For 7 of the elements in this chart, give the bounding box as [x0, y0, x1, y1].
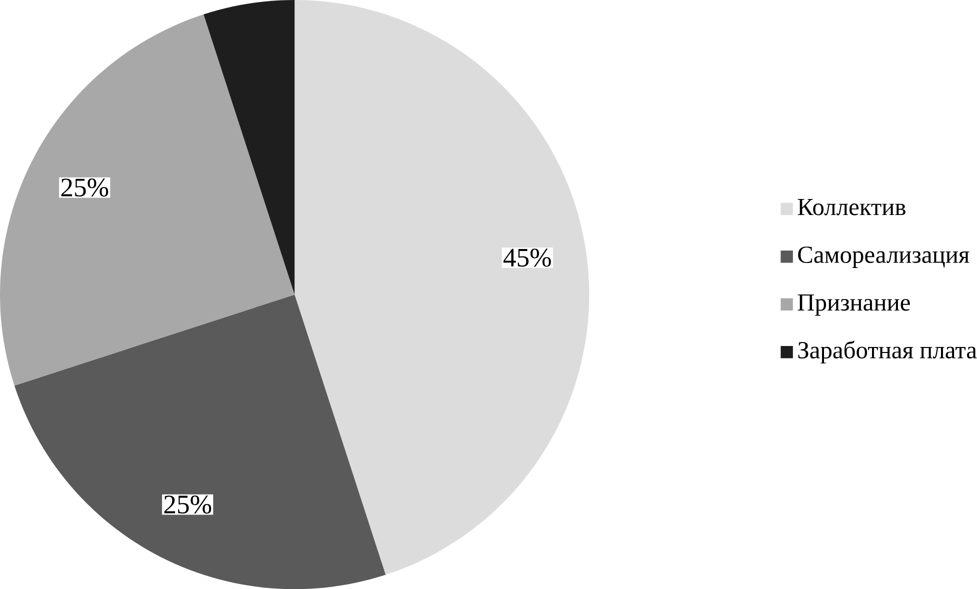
data-label: 25%	[61, 178, 108, 197]
legend-label: Самореализация	[798, 246, 970, 268]
legend-label: Коллектив	[798, 198, 906, 216]
data-label: 45%	[503, 248, 551, 267]
legend-label: Заработная плата	[798, 340, 977, 364]
data-label: 25%	[164, 495, 212, 514]
legend-label: Признание	[798, 294, 910, 316]
